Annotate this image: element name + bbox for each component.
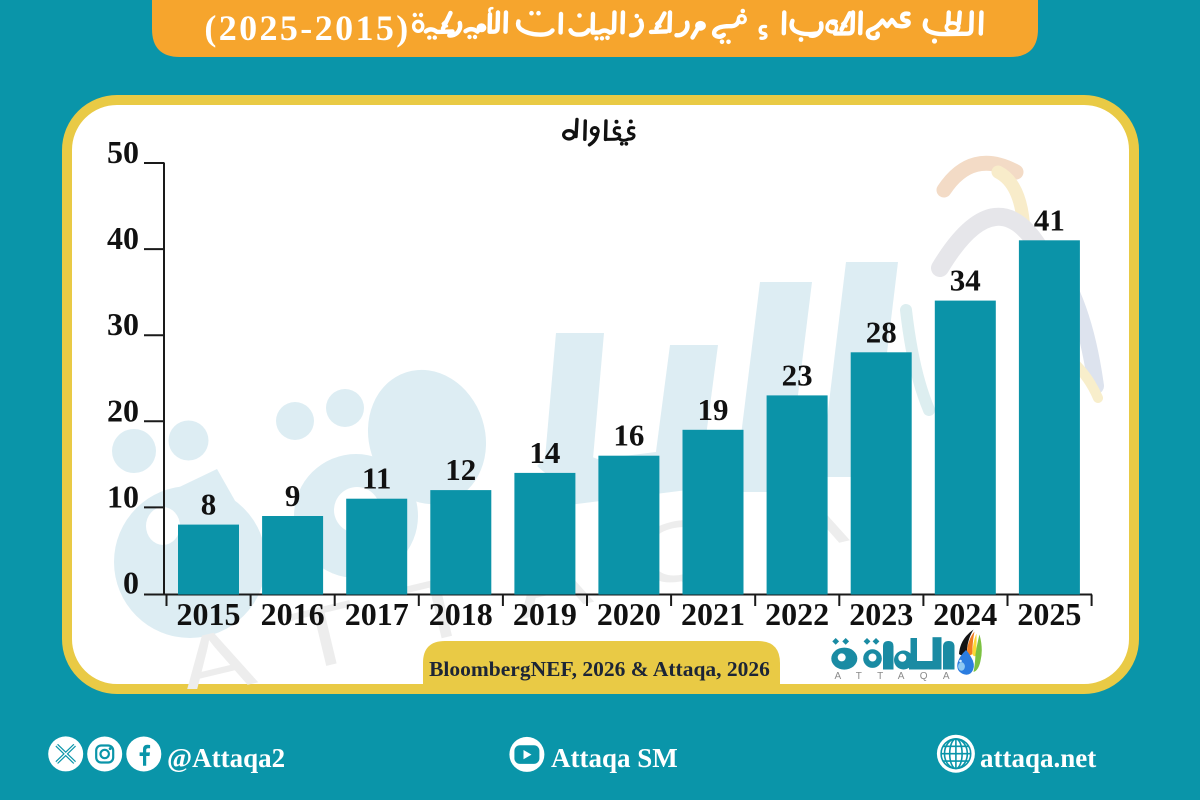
svg-text:30: 30 [107, 306, 139, 342]
svg-text:19: 19 [698, 392, 729, 427]
svg-text:attaqa.net: attaqa.net [980, 743, 1096, 773]
svg-text:8: 8 [201, 487, 217, 522]
svg-text:2018: 2018 [429, 596, 493, 632]
svg-text:14: 14 [529, 435, 560, 470]
svg-text:34: 34 [950, 263, 981, 298]
svg-text:16: 16 [613, 418, 644, 453]
svg-text:2022: 2022 [765, 596, 829, 632]
svg-text:12: 12 [445, 452, 476, 487]
svg-text:11: 11 [362, 461, 391, 496]
svg-text:2023: 2023 [849, 596, 913, 632]
svg-text:2015: 2015 [177, 596, 241, 632]
svg-text:40: 40 [107, 220, 139, 256]
svg-text:2016: 2016 [261, 596, 325, 632]
svg-text:@Attaqa2: @Attaqa2 [167, 743, 285, 773]
svg-text:2017: 2017 [345, 596, 409, 632]
svg-text:0: 0 [123, 565, 139, 601]
svg-text:9: 9 [285, 478, 301, 513]
svg-text:2021: 2021 [681, 596, 745, 632]
svg-text:2020: 2020 [597, 596, 661, 632]
svg-text:(2025-2015): (2025-2015) [204, 8, 410, 48]
svg-text:41: 41 [1034, 202, 1065, 237]
svg-text:23: 23 [782, 357, 813, 392]
svg-text:10: 10 [107, 478, 139, 514]
svg-text:2025: 2025 [1017, 596, 1081, 632]
svg-text:Attaqa SM: Attaqa SM [551, 743, 678, 773]
svg-text:2024: 2024 [933, 596, 997, 632]
svg-text:BloombergNEF, 2026 & Attaqa, 2: BloombergNEF, 2026 & Attaqa, 2026 [429, 657, 770, 681]
svg-text:20: 20 [107, 392, 139, 428]
svg-text:28: 28 [866, 314, 897, 349]
svg-text:50: 50 [107, 134, 139, 170]
svg-text:2019: 2019 [513, 596, 577, 632]
